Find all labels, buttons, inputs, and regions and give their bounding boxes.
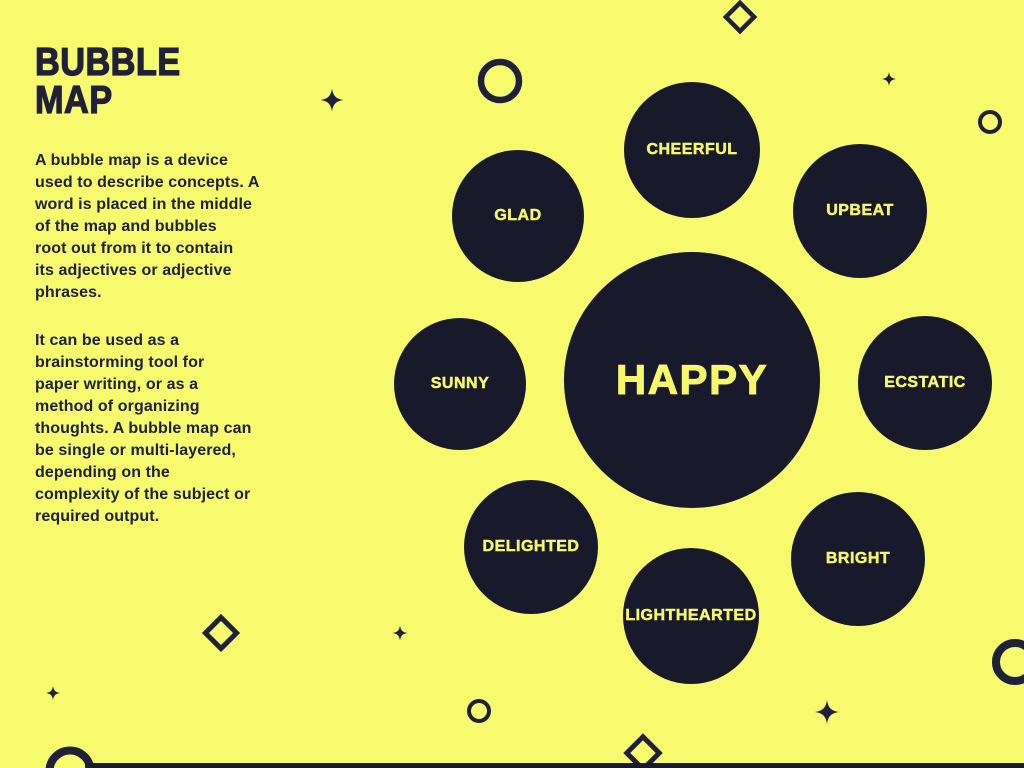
bubble-glad: GLAD: [452, 150, 584, 282]
page-title: BUBBLE MAP: [34, 41, 266, 122]
bubble-lighthearted: LIGHTHEARTED: [623, 548, 759, 684]
bottom-edge-bar: [85, 763, 1024, 768]
bubble-happy: HAPPY: [564, 252, 820, 508]
bubble-upbeat: UPBEAT: [793, 144, 927, 278]
bubble-label-ecstatic: ECSTATIC: [884, 374, 966, 392]
bubble-ecstatic: ECSTATIC: [858, 316, 992, 450]
bubble-cheerful: CHEERFUL: [624, 82, 760, 218]
bubble-bright: BRIGHT: [791, 492, 925, 626]
bubble-label-lighthearted: LIGHTHEARTED: [625, 607, 757, 625]
description-paragraph-1: A bubble map is a device used to describ…: [35, 151, 260, 301]
bubble-label-upbeat: UPBEAT: [826, 202, 894, 220]
page-title-line-2: MAP: [34, 78, 113, 122]
bubble-label-happy: HAPPY: [615, 356, 769, 404]
bubble-sunny: SUNNY: [394, 318, 526, 450]
bubble-label-cheerful: CHEERFUL: [646, 141, 738, 159]
bubble-delighted: DELIGHTED: [464, 480, 598, 614]
page-title-line-1: BUBBLE: [34, 41, 181, 84]
bubble-label-sunny: SUNNY: [430, 375, 490, 393]
description-paragraph-2: It can be used as a brainstorming tool f…: [35, 331, 252, 525]
bubble-label-bright: BRIGHT: [825, 550, 891, 568]
bubble-label-delighted: DELIGHTED: [482, 538, 580, 556]
bubble-label-glad: GLAD: [494, 207, 542, 225]
intro-panel: BUBBLE MAP A bubble map is a device used …: [34, 41, 297, 554]
